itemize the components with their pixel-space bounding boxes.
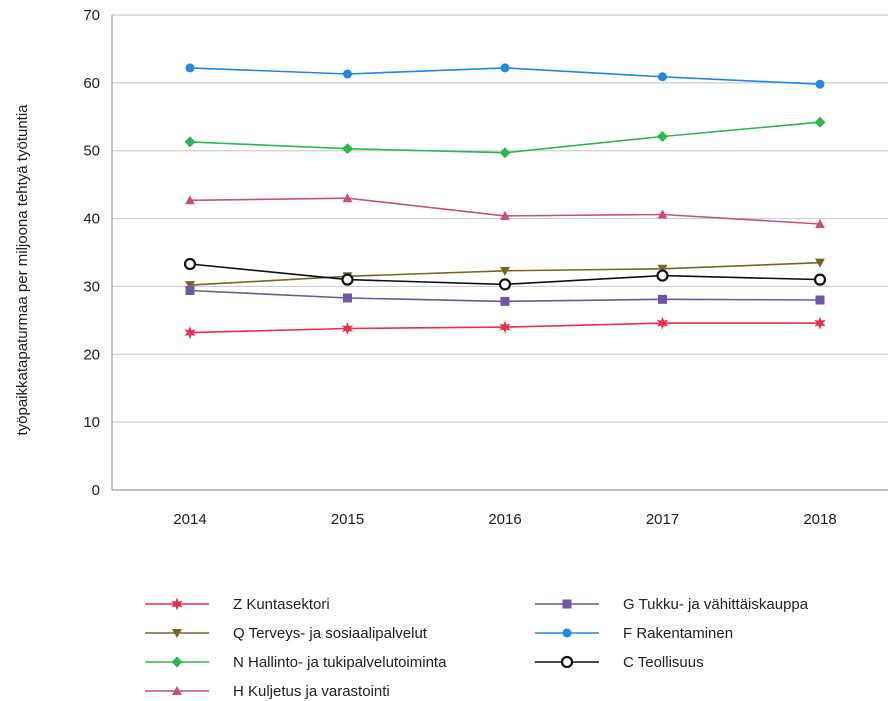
data-point-marker [657, 130, 668, 142]
legend-label: F Rakentaminen [623, 625, 733, 642]
data-point-marker [183, 257, 197, 271]
legend-item: Z Kuntasektori [145, 596, 330, 613]
data-point-marker [657, 264, 668, 274]
series-5 [185, 63, 825, 89]
legend-item: H Kuljetus ja varastointi [145, 683, 390, 700]
series-3 [185, 193, 825, 228]
data-point-marker [185, 63, 195, 73]
data-point-marker [562, 599, 572, 609]
grid-lines [111, 14, 888, 491]
data-point-marker [171, 597, 183, 611]
data-point-marker [500, 63, 510, 73]
legend-label: Q Terveys- ja sosiaalipalvelut [233, 625, 428, 642]
x-tick-label: 2016 [488, 511, 521, 528]
legend-item: G Tukku- ja vähittäiskauppa [535, 596, 809, 613]
y-tick-label: 40 [83, 211, 100, 228]
data-point-marker [341, 322, 354, 335]
data-point-marker [813, 273, 827, 286]
data-point-marker [343, 293, 352, 303]
data-point-marker [500, 210, 510, 220]
legend-label: C Teollisuus [623, 654, 704, 671]
data-point-marker [185, 281, 195, 291]
series-lines [183, 63, 827, 340]
data-point-marker [342, 193, 353, 203]
x-tick-label: 2017 [646, 511, 679, 528]
data-point-marker [657, 209, 668, 219]
y-tick-label: 30 [83, 278, 100, 295]
y-axis-label: työpaikkatapaturmaa per miljoona tehtyä … [14, 104, 31, 436]
data-point-marker [341, 273, 354, 286]
legend-label: G Tukku- ja vähittäiskauppa [623, 596, 809, 613]
data-point-marker [184, 326, 196, 340]
data-point-marker [815, 258, 825, 268]
data-point-marker [171, 656, 183, 668]
data-point-marker [172, 686, 182, 695]
legend-item: N Hallinto- ja tukipalvelutoiminta [145, 654, 447, 671]
y-axis-tick-labels: 0 10 20 30 40 50 60 70 [83, 7, 100, 499]
data-point-marker [172, 629, 182, 638]
series-0 [184, 316, 826, 340]
data-point-marker [342, 143, 353, 155]
data-point-marker [184, 136, 196, 148]
data-point-marker [500, 266, 510, 276]
data-point-marker [656, 316, 669, 330]
data-point-marker [814, 116, 826, 128]
x-tick-label: 2018 [803, 511, 836, 528]
legend-item: C Teollisuus [535, 654, 704, 671]
data-point-marker [185, 286, 195, 295]
data-point-marker [815, 295, 825, 305]
y-tick-label: 20 [83, 346, 100, 363]
series-2 [184, 116, 826, 159]
y-tick-label: 50 [83, 143, 100, 160]
y-tick-label: 10 [83, 414, 100, 431]
data-point-marker [560, 655, 574, 669]
data-point-marker [814, 316, 826, 330]
legend-item: F Rakentaminen [535, 625, 733, 642]
y-tick-label: 60 [83, 75, 100, 92]
legend-label: H Kuljetus ja varastointi [233, 683, 390, 700]
data-point-marker [815, 79, 825, 89]
legend: Z Kuntasektori Q Terveys- ja sosiaalipalv… [145, 596, 809, 700]
x-axis-tick-labels: 2014 2015 2016 2017 2018 [173, 511, 836, 528]
data-point-marker [498, 278, 512, 291]
y-tick-label: 0 [92, 482, 100, 499]
series-4 [185, 286, 825, 306]
data-point-marker [658, 294, 667, 304]
data-point-marker [815, 219, 825, 228]
legend-item: Q Terveys- ja sosiaalipalvelut [145, 625, 428, 642]
legend-label: N Hallinto- ja tukipalvelutoiminta [233, 654, 447, 671]
y-tick-label: 70 [83, 7, 100, 24]
legend-label: Z Kuntasektori [233, 596, 330, 613]
data-point-marker [562, 628, 572, 638]
x-tick-label: 2014 [173, 511, 206, 528]
data-point-marker [185, 195, 195, 205]
series-6 [183, 257, 827, 291]
data-point-marker [658, 72, 667, 82]
data-point-marker [500, 296, 510, 306]
x-tick-label: 2015 [331, 511, 364, 528]
data-point-marker [499, 320, 511, 334]
data-point-marker [343, 69, 352, 79]
data-point-marker [656, 269, 669, 282]
data-point-marker [499, 147, 511, 159]
